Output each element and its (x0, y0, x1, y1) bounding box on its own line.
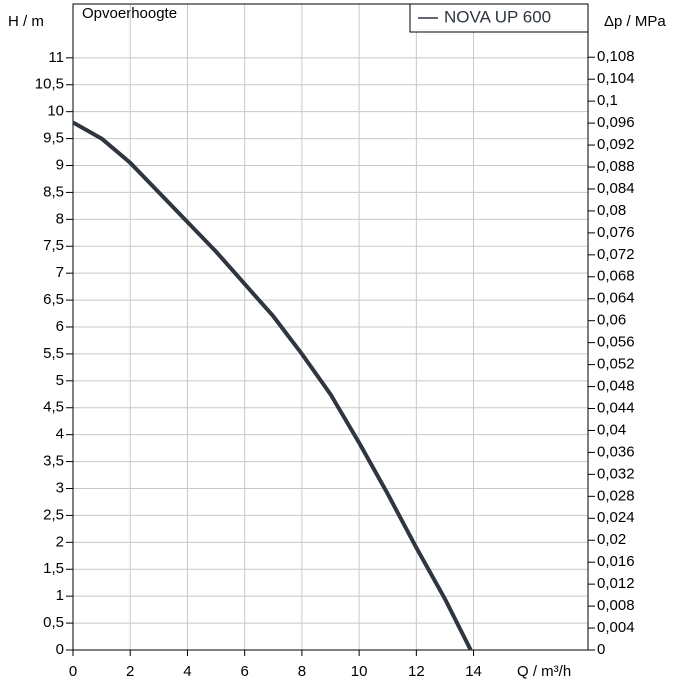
y2-tick-label: 0 (597, 641, 605, 658)
y2-tick-label: 0,084 (597, 180, 635, 197)
y2-tick-label: 0,044 (597, 399, 635, 416)
y2-tick-label: 0,048 (597, 378, 635, 395)
x-tick-label: 2 (126, 663, 134, 680)
y-axis-label: H / m (8, 13, 44, 30)
x-tick-label: 4 (183, 663, 191, 680)
x-tick-label: 14 (465, 663, 482, 680)
y-tick-label: 0 (56, 641, 64, 658)
y2-tick-label: 0,036 (597, 443, 635, 460)
y2-tick-label: 0,04 (597, 421, 626, 438)
y-tick-label: 6 (56, 318, 64, 335)
y-tick-label: 7,5 (43, 237, 64, 254)
chart-title: Opvoerhoogte (82, 5, 177, 22)
x-tick-label: 12 (408, 663, 425, 680)
y-tick-label: 11 (48, 49, 64, 66)
y2-tick-label: 0,032 (597, 465, 635, 482)
y-tick-label: 3,5 (43, 453, 64, 470)
y2-tick-label: 0,1 (597, 92, 618, 109)
y-tick-label: 1 (56, 587, 64, 604)
y-tick-label: 5 (56, 372, 64, 389)
y-tick-label: 9,5 (43, 130, 64, 147)
y2-tick-label: 0,024 (597, 509, 635, 526)
y-tick-label: 0,5 (43, 614, 64, 631)
y2-tick-label: 0,088 (597, 158, 635, 175)
y2-tick-label: 0,012 (597, 575, 635, 592)
legend: NOVA UP 600 (409, 3, 589, 33)
y-tick-label: 10,5 (35, 76, 64, 93)
y2-tick-label: 0,064 (597, 290, 635, 307)
y-tick-label: 7 (56, 264, 64, 281)
y-tick-label: 1,5 (43, 560, 64, 577)
y2-tick-label: 0,076 (597, 224, 635, 241)
y2-tick-label: 0,004 (597, 619, 635, 636)
y2-tick-label: 0,02 (597, 531, 626, 548)
y2-tick-label: 0,008 (597, 597, 635, 614)
x-tick-label: 8 (298, 663, 306, 680)
x-tick-label: 10 (351, 663, 368, 680)
legend-label: NOVA UP 600 (444, 7, 551, 26)
y-tick-label: 4,5 (43, 399, 64, 416)
y-tick-label: 8 (56, 210, 64, 227)
y2-tick-label: 0,016 (597, 553, 635, 570)
y-tick-label: 2,5 (43, 506, 64, 523)
y-tick-label: 8,5 (43, 183, 64, 200)
x-tick-label: 6 (240, 663, 248, 680)
y-tick-label: 2 (56, 533, 64, 550)
y-tick-label: 6,5 (43, 291, 64, 308)
y2-tick-label: 0,052 (597, 356, 635, 373)
y2-tick-label: 0,096 (597, 114, 635, 131)
y2-tick-label: 0,108 (597, 48, 635, 65)
y2-tick-label: 0,028 (597, 487, 635, 504)
x-tick-label: 0 (69, 663, 77, 680)
y2-tick-label: 0,104 (597, 70, 635, 87)
y-tick-label: 3 (56, 479, 64, 496)
y-tick-label: 5,5 (43, 345, 64, 362)
y2-tick-label: 0,06 (597, 312, 626, 329)
y-tick-label: 9 (56, 156, 64, 173)
y2-tick-label: 0,056 (597, 334, 635, 351)
plot-frame (72, 3, 589, 651)
y-tick-label: 10 (47, 103, 64, 120)
y2-tick-label: 0,068 (597, 268, 635, 285)
y2-tick-label: 0,072 (597, 246, 635, 263)
y2-tick-label: 0,092 (597, 136, 635, 153)
y-tick-label: 4 (56, 426, 64, 443)
line (72, 120, 473, 651)
y2-tick-label: 0,08 (597, 202, 626, 219)
y2-axis-label: Δp / MPa (604, 13, 666, 30)
x-axis-label: Q / m³/h (517, 663, 571, 680)
legend-box (409, 3, 589, 33)
